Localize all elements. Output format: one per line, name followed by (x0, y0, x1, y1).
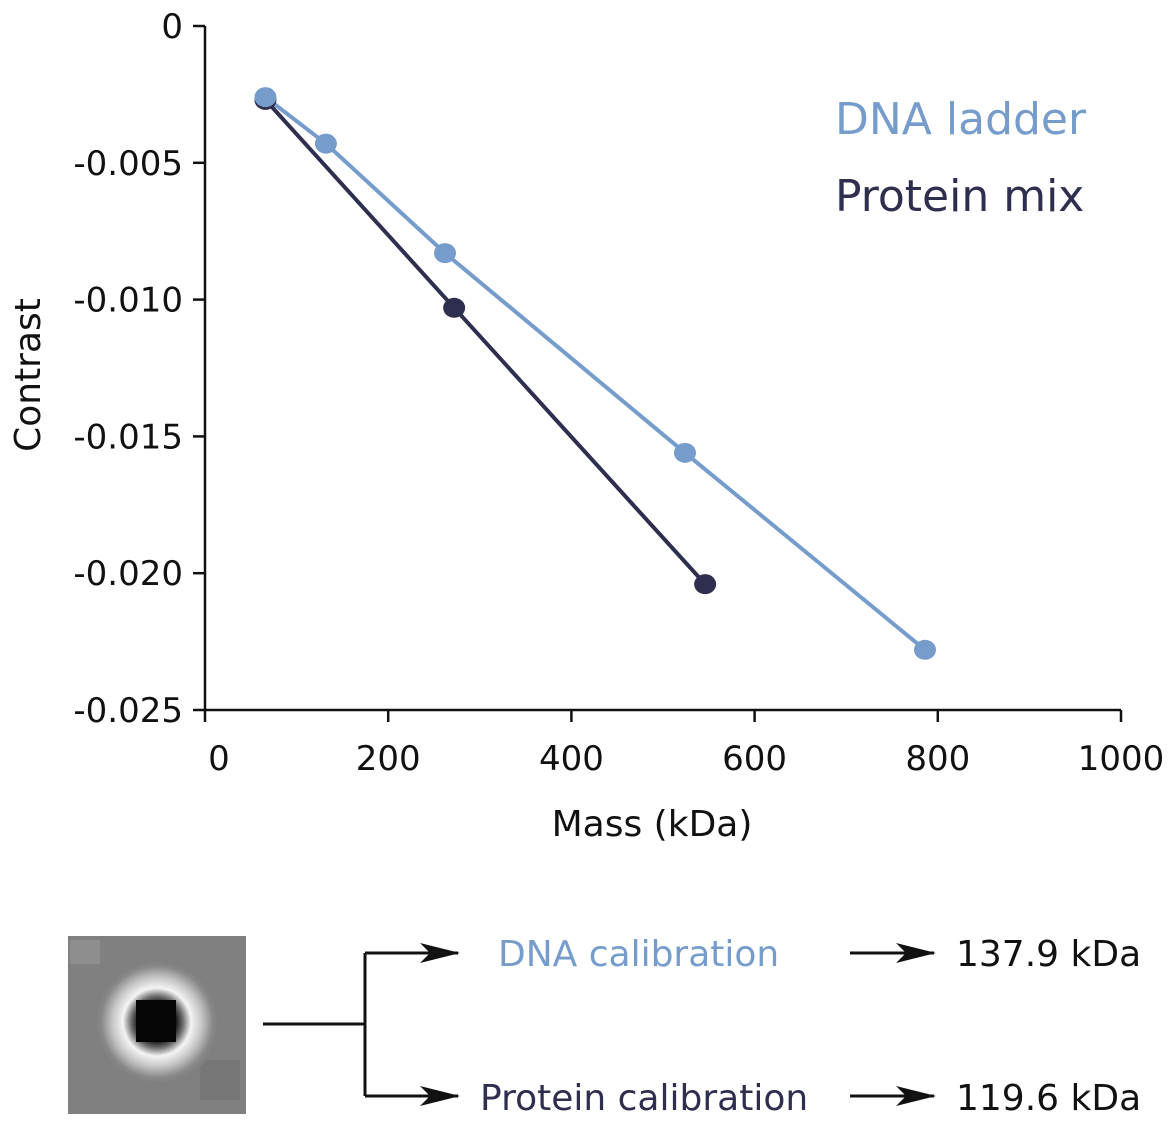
chart-axes (203, 26, 1121, 712)
y-axis-title: Contrast (8, 298, 49, 452)
x-tick-label: 400 (539, 739, 604, 779)
y-tick-label: 0 (161, 7, 183, 47)
protein-mix-point (694, 574, 717, 595)
x-tick-label: 600 (722, 739, 787, 779)
protein-mix-line (263, 98, 707, 586)
series-layer (254, 87, 936, 660)
y-tick-label: -0.010 (73, 281, 183, 321)
protein-calibration-label: Protein calibration (480, 1078, 808, 1119)
y-tick-label: -0.025 (73, 691, 183, 731)
y-tick-label: -0.015 (73, 417, 183, 457)
dna-mass-result: 137.9 kDa (956, 934, 1141, 975)
x-tick-label: 200 (356, 739, 421, 779)
x-tick-group: 0 200 400 600 800 1000 (203, 710, 1165, 779)
y-tick-group: 0 -0.005 -0.010 -0.015 -0.020 -0.025 (73, 7, 205, 731)
dna-ladder-point (673, 442, 696, 463)
x-tick-label: 0 (208, 739, 230, 779)
dna-ladder-line (264, 95, 927, 652)
protein-mix-point (443, 297, 466, 318)
particle-image (68, 936, 246, 1114)
x-tick-label: 800 (905, 739, 970, 779)
dna-ladder-point (254, 87, 277, 108)
legend-dna-ladder: DNA ladder (835, 94, 1087, 145)
dna-ladder-point (433, 243, 456, 264)
y-tick-label: -0.020 (73, 554, 183, 594)
x-axis-title: Mass (kDa) (552, 804, 753, 845)
y-tick-label: -0.005 (73, 144, 183, 184)
dna-ladder-point (913, 639, 936, 660)
protein-mass-result: 119.6 kDa (956, 1078, 1141, 1119)
calibration-flow-connector (263, 943, 936, 1106)
dna-calibration-label: DNA calibration (498, 934, 779, 975)
legend-protein-mix: Protein mix (835, 171, 1084, 222)
dna-ladder-point (314, 133, 337, 154)
x-tick-label: 1000 (1078, 739, 1165, 779)
